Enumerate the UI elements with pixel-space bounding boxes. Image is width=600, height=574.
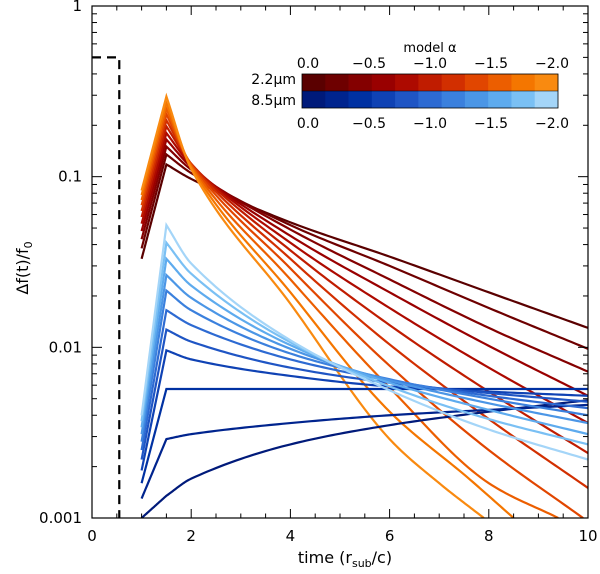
x-tick-label: 10 bbox=[578, 527, 597, 545]
legend-blue-swatch bbox=[302, 91, 326, 108]
legend-blue-swatch bbox=[488, 91, 512, 108]
legend-top-tick-label: −0.5 bbox=[352, 56, 386, 72]
red-series-line-9 bbox=[140, 99, 515, 518]
red-series-line-8 bbox=[140, 105, 559, 518]
red-series-line-10 bbox=[140, 92, 485, 518]
y-tick-label: 0.001 bbox=[39, 509, 82, 527]
legend-top-tick-label: −1.0 bbox=[413, 56, 447, 72]
legend-blue-swatch bbox=[441, 91, 466, 108]
blue-series-line-3 bbox=[140, 348, 588, 471]
legend-bottom-tick-label: −0.5 bbox=[352, 116, 386, 132]
y-axis-ticks: 0.001 0.01 0.1 1 bbox=[39, 0, 588, 527]
legend-blue-swatch bbox=[371, 91, 396, 108]
legend-red-swatch bbox=[418, 74, 443, 91]
legend-title: model α bbox=[403, 41, 456, 56]
x-axis-label-sub: sub bbox=[352, 557, 372, 570]
red-series-line-0 bbox=[140, 162, 588, 329]
x-axis-ticks: 0 2 4 6 8 10 bbox=[87, 6, 598, 545]
y-axis-label-sub: 0 bbox=[22, 241, 35, 248]
red-series-line-1 bbox=[140, 152, 588, 350]
legend-bottom-tick-label: −1.5 bbox=[474, 116, 508, 132]
legend-red-swatch bbox=[488, 74, 512, 91]
legend-red-swatch bbox=[441, 74, 466, 91]
legend-red-swatch bbox=[348, 74, 373, 91]
y-axis-label: Δf(t)/f0 bbox=[13, 241, 35, 294]
legend-blue-swatch bbox=[325, 91, 349, 108]
legend-blue-swatch bbox=[464, 91, 489, 108]
blue-series-line-7 bbox=[140, 272, 588, 435]
pulse-dashed-line bbox=[92, 56, 121, 518]
legend-red-swatch bbox=[464, 74, 489, 91]
legend-row-label-2-2um: 2.2μm bbox=[251, 72, 296, 88]
y-axis-label-main: Δf(t)/f bbox=[13, 248, 32, 295]
pulse-dashed-line-group bbox=[92, 56, 121, 518]
red-series-line-7 bbox=[140, 111, 584, 518]
legend-blue-colorbar bbox=[302, 91, 559, 108]
x-tick-label: 2 bbox=[186, 527, 196, 545]
red-series-line-3 bbox=[140, 137, 588, 397]
legend-blue-swatch bbox=[511, 91, 536, 108]
blue-series-line-8 bbox=[140, 256, 588, 436]
legend-red-swatch bbox=[511, 74, 536, 91]
legend-red-swatch bbox=[371, 74, 396, 91]
legend-blue-swatch bbox=[534, 91, 559, 108]
legend-blue-swatch bbox=[395, 91, 419, 108]
legend-red-colorbar bbox=[302, 74, 559, 91]
legend-bottom-ticks: 0.0 −0.5 −1.0 −1.5 −2.0 bbox=[297, 116, 569, 132]
blue-series-line-0 bbox=[140, 399, 588, 518]
blue-series-line-10 bbox=[140, 222, 588, 461]
red-series-line-4 bbox=[140, 130, 588, 425]
legend-top-tick-label: 0.0 bbox=[297, 56, 319, 72]
blue-series-line-4 bbox=[140, 328, 588, 460]
blue-series-line-2 bbox=[140, 387, 588, 484]
legend-bottom-tick-label: 0.0 bbox=[297, 116, 319, 132]
y-tick-label: 0.1 bbox=[58, 168, 82, 186]
red-series-line-2 bbox=[140, 144, 588, 373]
y-tick-label: 0.01 bbox=[49, 338, 82, 356]
legend-red-swatch bbox=[395, 74, 419, 91]
legend-top-ticks: 0.0 −0.5 −1.0 −1.5 −2.0 bbox=[297, 56, 569, 72]
x-tick-label: 4 bbox=[286, 527, 296, 545]
legend-top-tick-label: −1.5 bbox=[474, 56, 508, 72]
legend-top-tick-label: −2.0 bbox=[535, 56, 569, 72]
x-axis-label-tail: /c) bbox=[372, 548, 392, 567]
blue-series-line-6 bbox=[140, 288, 588, 442]
legend-bottom-tick-label: −1.0 bbox=[413, 116, 447, 132]
legend-blue-swatch bbox=[418, 91, 443, 108]
x-tick-label: 6 bbox=[385, 527, 395, 545]
legend-red-swatch bbox=[302, 74, 326, 91]
x-axis-label: time (rsub/c) bbox=[298, 548, 392, 570]
x-tick-label: 0 bbox=[87, 527, 97, 545]
blue-series-line-5 bbox=[140, 308, 588, 451]
legend-red-swatch bbox=[325, 74, 349, 91]
y-tick-label: 1 bbox=[72, 0, 82, 15]
series-lines bbox=[140, 92, 588, 518]
legend-row-label-8-5um: 8.5μm bbox=[251, 93, 296, 109]
x-tick-label: 8 bbox=[484, 527, 494, 545]
legend: model α 0.0 −0.5 −1.0 −1.5 −2.0 2.2μm 8.5μm … bbox=[251, 41, 569, 132]
legend-bottom-tick-label: −2.0 bbox=[535, 116, 569, 132]
legend-blue-swatch bbox=[348, 91, 373, 108]
x-axis-label-main: time (r bbox=[298, 548, 352, 567]
legend-red-swatch bbox=[534, 74, 559, 91]
blue-series-line-9 bbox=[140, 240, 588, 446]
